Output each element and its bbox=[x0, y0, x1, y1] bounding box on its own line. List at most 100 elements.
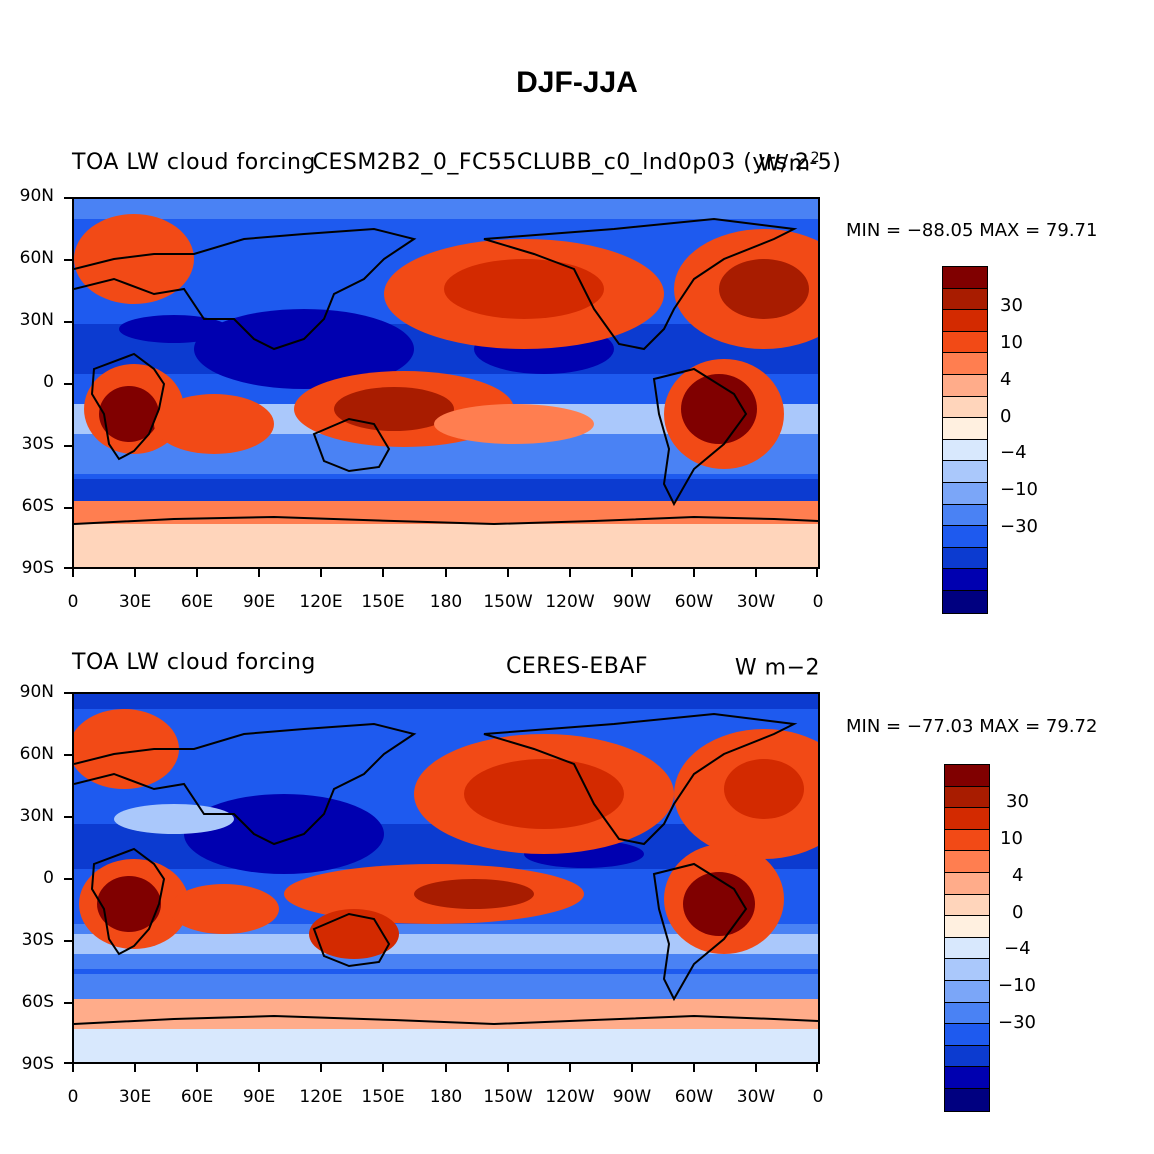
colorbar-cell bbox=[943, 331, 987, 354]
lon-tick bbox=[382, 569, 384, 577]
lon-label: 150E bbox=[361, 1087, 405, 1107]
coastlines bbox=[74, 217, 818, 526]
field-australia-core bbox=[334, 387, 454, 431]
lon-label: 0 bbox=[812, 592, 824, 612]
lon-tick bbox=[507, 569, 509, 577]
field-south-tropics bbox=[74, 934, 818, 954]
coast-eurasia bbox=[74, 722, 417, 846]
colorbar-label: −4 bbox=[1000, 442, 1027, 463]
colorbar-cell bbox=[945, 959, 989, 981]
field-south-pacific-zone bbox=[434, 404, 594, 444]
colorbar-cell bbox=[945, 808, 989, 830]
lat-tick bbox=[64, 383, 72, 385]
lon-label: 120E bbox=[299, 592, 343, 612]
lat-tick bbox=[64, 197, 72, 199]
colorbar-cell bbox=[945, 872, 989, 895]
colorbar-label: −30 bbox=[998, 1012, 1036, 1033]
colorbar-cell bbox=[945, 765, 989, 787]
lon-tick bbox=[320, 569, 322, 577]
lat-tick bbox=[64, 445, 72, 447]
colorbar bbox=[942, 266, 988, 614]
colorbar-cell bbox=[943, 504, 987, 527]
lon-label: 30W bbox=[736, 1087, 776, 1107]
coast-antarctica bbox=[74, 515, 818, 526]
lon-tick bbox=[445, 1064, 447, 1072]
colorbar-cell bbox=[943, 526, 987, 548]
colorbar-cell bbox=[943, 590, 987, 613]
panel-center-title: CERES-EBAF bbox=[505, 654, 649, 679]
lon-label: 0 bbox=[67, 1087, 79, 1107]
lon-tick bbox=[445, 569, 447, 577]
panel-observations: TOA LW cloud forcing CERES-EBAF W m−2 bbox=[0, 640, 1154, 1140]
lon-label: 90E bbox=[242, 1087, 276, 1107]
lon-label: 120E bbox=[299, 1087, 343, 1107]
colorbar-label: 4 bbox=[1012, 865, 1024, 886]
coastlines bbox=[74, 712, 818, 1026]
lat-tick bbox=[64, 507, 72, 509]
coast-north-america bbox=[483, 217, 798, 351]
field-north-atlantic-core bbox=[724, 759, 804, 819]
field-north-atlantic-core bbox=[719, 259, 809, 319]
lon-tick bbox=[134, 569, 136, 577]
coast-africa bbox=[90, 847, 166, 956]
colorbar-cell bbox=[945, 1088, 989, 1111]
lon-label: 90E bbox=[242, 592, 276, 612]
colorbar-cell bbox=[945, 937, 989, 960]
lon-label: 90W bbox=[612, 1087, 652, 1107]
colorbar-cell bbox=[945, 980, 989, 1003]
field-africa-core bbox=[99, 386, 159, 442]
colorbar-cell bbox=[945, 916, 989, 938]
field-sahara-pale bbox=[114, 804, 234, 834]
lat-label: 30N bbox=[19, 806, 54, 826]
panel-left-title: TOA LW cloud forcing bbox=[72, 650, 316, 675]
colorbar-cell bbox=[943, 547, 987, 570]
colorbar bbox=[944, 764, 990, 1112]
colorbar-cell bbox=[945, 786, 989, 809]
lon-tick bbox=[693, 1064, 695, 1072]
coast-australia bbox=[312, 417, 391, 473]
lat-tick bbox=[64, 816, 72, 818]
lon-tick bbox=[196, 569, 198, 577]
colorbar-cell bbox=[943, 288, 987, 311]
lat-label: 30S bbox=[21, 930, 54, 950]
lat-tick bbox=[64, 940, 72, 942]
colorbar-cell bbox=[943, 482, 987, 505]
lon-tick bbox=[258, 1064, 260, 1072]
lon-label: 30E bbox=[118, 592, 152, 612]
field-indian-ocean-south bbox=[154, 394, 274, 454]
coast-north-america bbox=[483, 712, 798, 846]
colorbar-cell bbox=[945, 851, 989, 873]
lon-tick bbox=[569, 1064, 571, 1072]
panel-units: W/m2 bbox=[758, 150, 820, 177]
lon-tick bbox=[320, 1064, 322, 1072]
colorbar-cell bbox=[945, 1002, 989, 1025]
colorbar-label: −10 bbox=[1000, 479, 1038, 500]
lat-label: 90S bbox=[21, 558, 54, 578]
lon-tick bbox=[72, 1064, 74, 1072]
lat-label: 90S bbox=[21, 1054, 54, 1074]
lat-tick bbox=[64, 567, 72, 569]
colorbar-label: 0 bbox=[1000, 406, 1012, 427]
lon-label: 180 bbox=[429, 1087, 463, 1107]
coast-south-america bbox=[652, 367, 748, 507]
lon-tick bbox=[816, 1064, 818, 1072]
coast-south-america bbox=[652, 862, 748, 1002]
lat-label: 0 bbox=[43, 372, 54, 392]
lat-label: 0 bbox=[43, 868, 54, 888]
field-north-pacific-core bbox=[444, 259, 604, 319]
lon-label: 150W bbox=[483, 592, 533, 612]
lon-tick bbox=[196, 1064, 198, 1072]
colorbar-label: 4 bbox=[1000, 369, 1012, 390]
lon-tick bbox=[631, 569, 633, 577]
map-model bbox=[72, 197, 820, 569]
panel-units: W m−2 bbox=[734, 655, 820, 681]
field-antarctic-interior bbox=[74, 1029, 818, 1062]
lon-tick bbox=[755, 569, 757, 577]
lat-label: 60N bbox=[19, 744, 54, 764]
lon-tick bbox=[258, 569, 260, 577]
lat-label: 60N bbox=[19, 248, 54, 268]
lat-tick bbox=[64, 878, 72, 880]
lon-label: 60W bbox=[674, 1087, 714, 1107]
lon-tick bbox=[693, 569, 695, 577]
min-max-readout: MIN = −88.05 MAX = 79.71 bbox=[846, 220, 1098, 241]
